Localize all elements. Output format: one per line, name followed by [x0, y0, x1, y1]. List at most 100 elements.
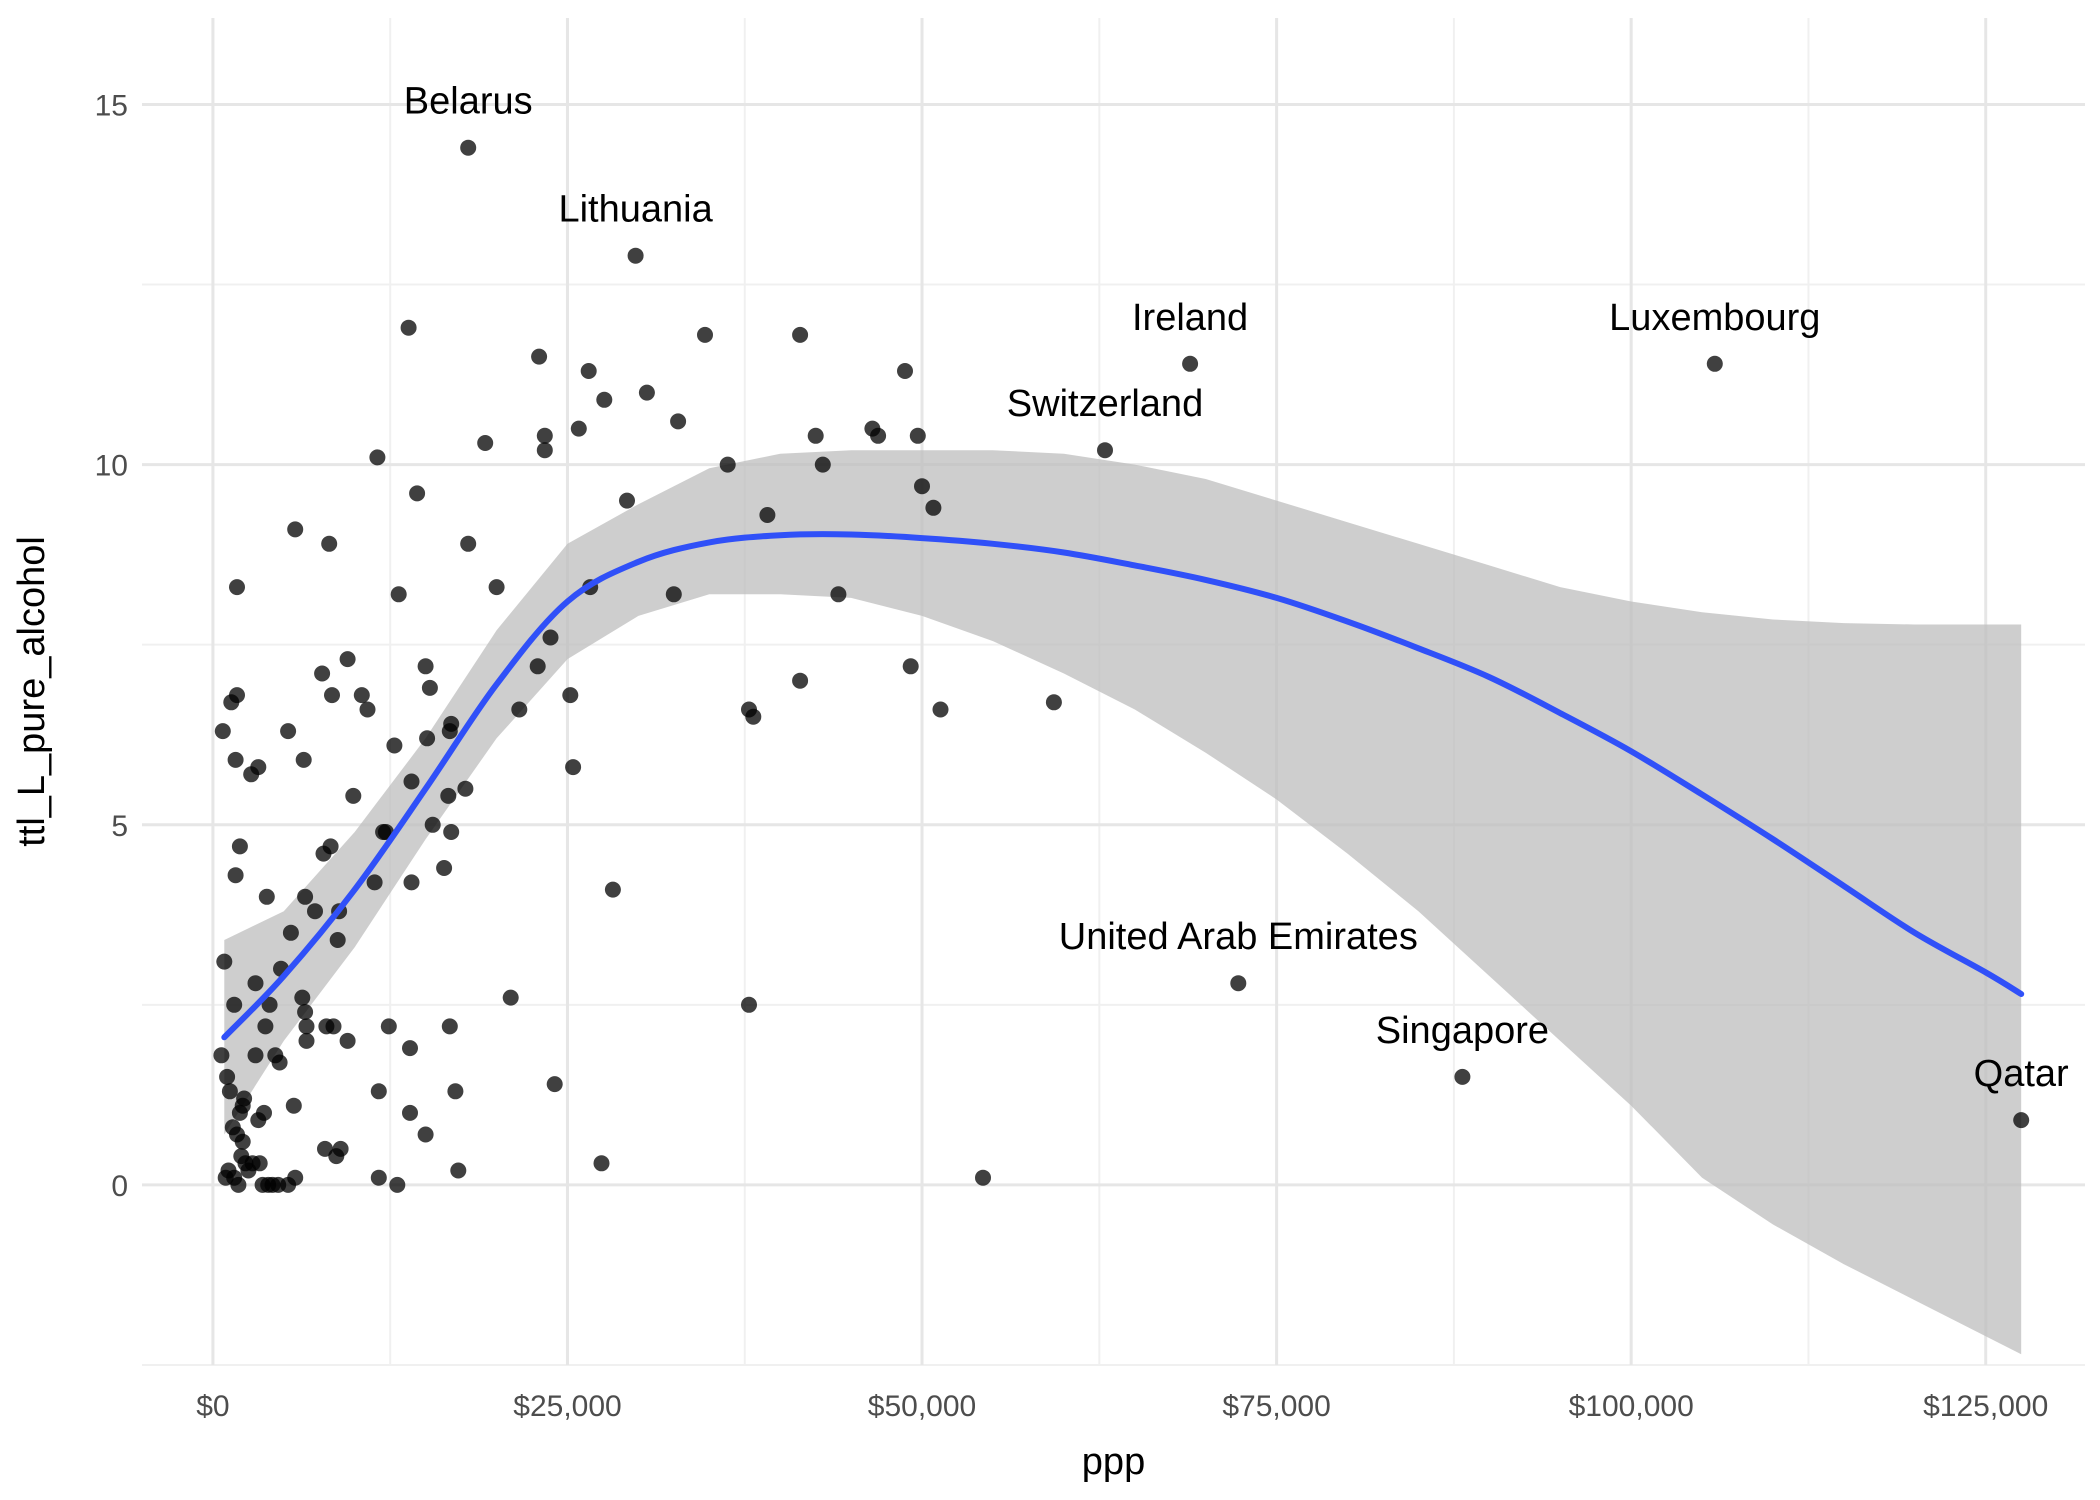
data-point — [460, 535, 477, 552]
data-point — [271, 1054, 288, 1071]
confidence-ribbon-layer — [224, 450, 2022, 1355]
data-point — [897, 363, 913, 379]
data-point — [213, 1047, 230, 1064]
data-point — [285, 1097, 302, 1114]
x-tick-label: $75,000 — [1222, 1390, 1330, 1423]
data-point — [562, 687, 579, 704]
data-point — [409, 485, 426, 502]
point-label: Lithuania — [558, 189, 713, 231]
data-points — [213, 139, 2030, 1193]
x-tick-label: $0 — [196, 1390, 229, 1423]
data-point — [314, 665, 331, 682]
data-point — [536, 442, 553, 459]
data-point — [402, 1104, 418, 1121]
y-tick-label: 15 — [95, 89, 128, 122]
data-point — [231, 838, 248, 855]
data-point — [902, 658, 919, 675]
y-tick-label: 5 — [111, 810, 128, 843]
data-point — [443, 824, 460, 840]
data-point — [807, 427, 824, 444]
data-point — [830, 586, 847, 603]
data-point — [256, 1104, 272, 1121]
data-point — [546, 1076, 563, 1093]
point-labels: Belarus Lithuania Ireland Luxembourg Switzer… — [404, 81, 2069, 1095]
data-point — [353, 687, 370, 704]
axis-ticks: $0 $25,000 $50,000 $75,000 $100,000 $125,000 0… — [95, 89, 2049, 1423]
data-point — [914, 478, 930, 495]
data-point — [234, 1133, 251, 1150]
data-point — [570, 420, 587, 437]
data-point — [295, 751, 312, 768]
data-point — [1230, 975, 1247, 992]
x-tick-label: $50,000 — [868, 1390, 976, 1423]
point-label: Singapore — [1376, 1010, 1549, 1052]
data-point — [627, 247, 644, 264]
data-point — [370, 1083, 387, 1100]
data-point — [909, 427, 926, 444]
data-point — [536, 427, 553, 444]
data-point — [403, 874, 420, 891]
data-point — [403, 773, 420, 790]
smooth-line — [221, 531, 2025, 1041]
data-point — [511, 701, 528, 718]
data-point — [261, 996, 278, 1013]
data-point — [741, 996, 757, 1013]
data-point — [247, 1047, 264, 1064]
data-point — [257, 1018, 274, 1035]
data-point — [216, 953, 233, 970]
data-point — [450, 1162, 467, 1179]
x-tick-label: $25,000 — [513, 1390, 621, 1423]
point-label: Qatar — [1974, 1053, 2069, 1095]
data-point — [932, 701, 949, 718]
data-point — [247, 975, 264, 992]
point-label: Luxembourg — [1609, 297, 1820, 339]
point-label: Ireland — [1132, 297, 1248, 339]
point-label: Switzerland — [1007, 383, 1203, 425]
data-point — [814, 456, 831, 473]
data-point — [324, 687, 340, 704]
data-point — [389, 1176, 406, 1193]
data-point — [975, 1169, 991, 1186]
data-point — [214, 723, 231, 740]
data-point — [421, 679, 438, 696]
data-point — [638, 384, 655, 401]
data-point — [287, 1169, 304, 1186]
data-point — [697, 326, 713, 343]
data-point — [287, 521, 304, 538]
data-point — [870, 427, 887, 444]
data-point — [402, 1040, 418, 1057]
data-point — [230, 1176, 247, 1193]
data-point — [219, 1068, 236, 1085]
data-point — [502, 989, 519, 1006]
point-label: Belarus — [404, 81, 533, 123]
data-point — [369, 449, 386, 466]
data-point — [580, 363, 597, 379]
data-point — [2013, 1112, 2030, 1129]
data-point — [596, 391, 613, 408]
data-point — [593, 1155, 610, 1172]
data-point — [1097, 442, 1113, 459]
data-point — [339, 651, 356, 668]
data-point — [221, 1083, 238, 1100]
data-point — [297, 888, 314, 905]
data-point — [359, 701, 376, 718]
data-point — [370, 1169, 387, 1186]
data-point — [400, 319, 417, 336]
y-tick-label: 10 — [95, 450, 128, 483]
x-tick-label: $100,000 — [1569, 1390, 1694, 1423]
data-point — [436, 860, 453, 876]
data-point — [229, 687, 245, 704]
data-point — [227, 867, 244, 884]
data-point — [307, 903, 323, 920]
data-point — [297, 1004, 314, 1020]
data-point — [251, 1155, 268, 1172]
data-point — [488, 579, 505, 596]
data-point — [325, 1018, 342, 1035]
data-point — [380, 1018, 397, 1035]
data-point — [457, 780, 474, 797]
data-point — [792, 326, 809, 343]
data-point — [227, 751, 244, 768]
y-axis-title: ttl_L_pure_alcohol — [11, 536, 53, 847]
data-point — [329, 932, 346, 948]
data-point — [670, 413, 687, 430]
